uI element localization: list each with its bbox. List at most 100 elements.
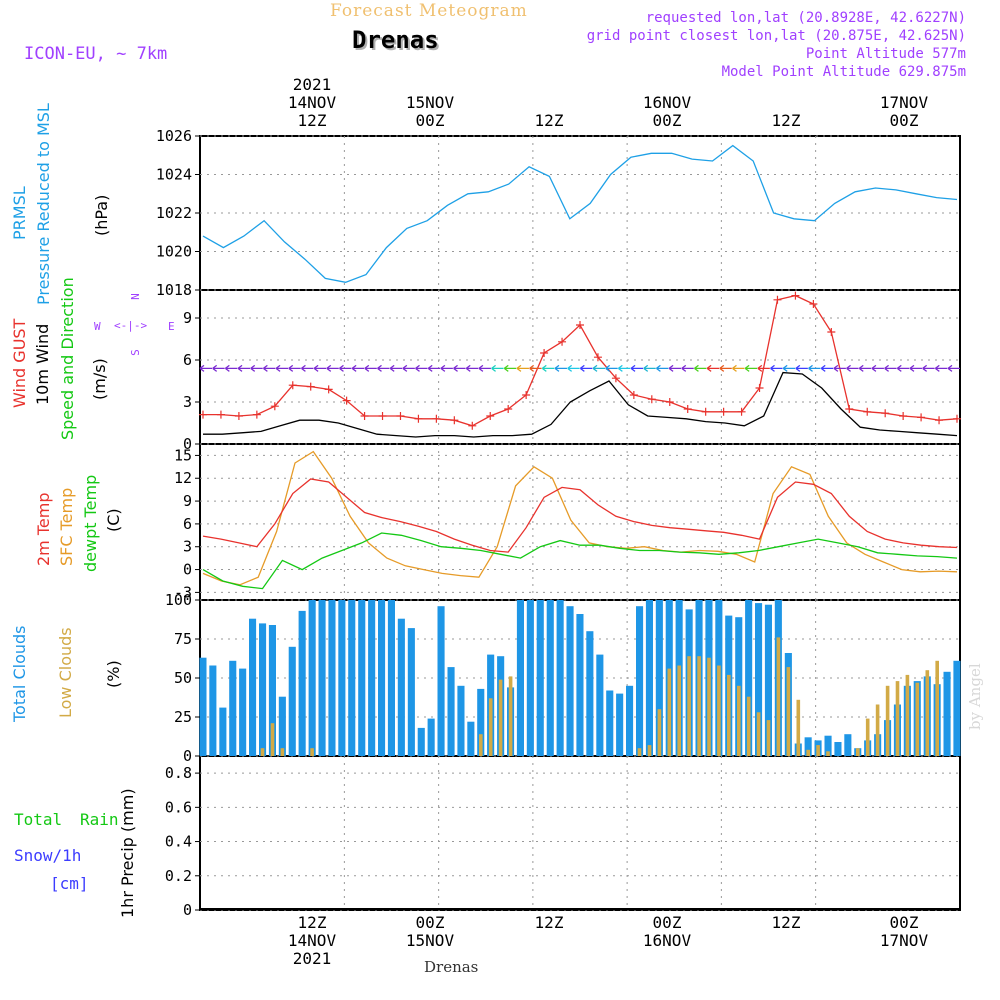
wind-arrow-15: [389, 364, 403, 372]
wind-arrow-41: [719, 364, 732, 372]
wind-arrow-1: [212, 364, 225, 372]
low-cloud-bar-58: [776, 637, 781, 756]
model-label: ICON-EU, ~ 7km: [24, 44, 168, 64]
wind-gust-point-37: [863, 407, 872, 416]
low-cloud-bar-66: [856, 748, 860, 756]
total-cloud-bar-76: [953, 660, 961, 756]
top-hour-00z-17nov: 00Z: [889, 111, 919, 130]
precip-ytick-label-4: 0.8: [165, 764, 192, 782]
wind-arrow-26: [529, 364, 542, 372]
wind-arrow-10: [326, 364, 339, 372]
wind-arrow-52: [858, 364, 872, 372]
total-cloud-bar-24: [437, 606, 445, 756]
low-cloud-bar-48: [677, 665, 681, 756]
chart-title: Forecast Meteogram: [330, 1, 528, 21]
wind-arrow-35: [643, 364, 656, 372]
total-cloud-bar-19: [387, 600, 395, 756]
top-date-16nov: 16NOV: [642, 93, 692, 112]
wind-arrow-24: [503, 364, 517, 372]
wind-arrow-0: [199, 364, 212, 372]
total-cloud-bar-63: [824, 735, 832, 756]
top-date-17nov: 17NOV: [879, 93, 929, 112]
total-cloud-bar-16: [358, 600, 366, 756]
total-cloud-bar-45: [645, 600, 653, 756]
top-hour-12z-14nov: 12Z: [297, 111, 327, 130]
bottom-hour-00z-17nov: 00Z: [889, 913, 919, 932]
wind-ytick-label-0: 0: [183, 435, 192, 453]
clouds-ytick-label-0: 0: [183, 747, 192, 765]
model-point-altitude: Model Point Altitude 629.875m: [721, 64, 966, 80]
total-cloud-bar-15: [348, 600, 356, 756]
low-cloud-bar-57: [766, 720, 771, 756]
wind-gust-point-12: [414, 414, 423, 423]
total-cloud-bar-41: [606, 690, 614, 756]
clouds-ytick-label-3: 75: [174, 630, 192, 648]
wind-arrow-50: [833, 364, 846, 372]
total-cloud-bar-25: [447, 667, 455, 756]
total-cloud-bar-46: [655, 600, 663, 756]
wind-gust-point-18: [522, 391, 531, 399]
top-hour-00z-16nov: 00Z: [652, 111, 682, 130]
total-cloud-bar-18: [378, 600, 386, 756]
total-cloud-bar-34: [536, 600, 544, 756]
wind-gust-point-9: [360, 412, 369, 420]
low-cloud-bar-11: [310, 748, 314, 756]
total-cloud-bar-20: [397, 618, 405, 756]
wind-gust-point-41: [935, 416, 944, 425]
wind-arrow-27: [541, 364, 555, 372]
wind-gust-point-36: [845, 405, 854, 413]
wind-arrow-32: [605, 364, 618, 372]
wind-arrow-16: [402, 364, 415, 372]
bottom-year-label: 2021: [292, 949, 332, 968]
wind-arrow-21: [465, 364, 479, 372]
temp-ytick-label-6: 15: [174, 446, 192, 464]
wind-arrow-40: [706, 364, 720, 372]
total-cloud-bar-3: [229, 660, 237, 756]
temp-ytick-label-4: 9: [183, 492, 192, 510]
wind-arrow-17: [415, 364, 428, 372]
low-cloud-bar-73: [925, 670, 930, 756]
wind-gust-point-33: [791, 291, 800, 300]
wind-gust-point-5: [288, 381, 297, 390]
bottom-hour-00z-16nov: 00Z: [652, 913, 682, 932]
clouds-ytick-label-2: 50: [174, 669, 192, 687]
wind-gust-point-14: [450, 416, 459, 425]
wind-gust-point-8: [342, 396, 351, 405]
low-cloud-bar-8: [280, 748, 285, 756]
wind-arrow-8: [301, 364, 314, 372]
wind-gust-point-11: [396, 412, 405, 420]
wind-arrow-36: [656, 364, 669, 372]
wind-gust-point-16: [486, 412, 495, 420]
precip-ytick-label-2: 0.4: [165, 833, 192, 851]
precip-snow-label: Snow/1h: [14, 846, 82, 865]
station-name: Drenas: [352, 26, 439, 54]
total-cloud-bar-28: [477, 688, 485, 756]
precip-total-label: Total: [14, 810, 63, 829]
wind-arrow-42: [732, 364, 745, 372]
wind-gust-point-22: [593, 353, 602, 362]
wind-gust-point-0: [199, 410, 207, 419]
wind-gust-point-4: [270, 402, 279, 411]
wind-arrow-23: [491, 364, 504, 372]
wind-arrow-44: [757, 364, 770, 372]
wind-arrow-47: [795, 364, 808, 372]
wind-arrow-22: [478, 364, 491, 372]
wind-arrow-46: [782, 364, 796, 372]
low-cloud-bar-55: [746, 696, 751, 756]
temp-ytick-label-3: 6: [183, 515, 192, 533]
total-cloud-bar-14: [338, 600, 346, 756]
low-cloud-bar-28: [479, 734, 483, 756]
wind-arrow-25: [516, 364, 529, 372]
wind-arrow-34: [630, 364, 644, 372]
bottom-date-14nov: 14NOV: [287, 931, 337, 950]
wind-gust-point-1: [216, 410, 225, 419]
wind-gust-point-38: [881, 409, 890, 418]
wind-gust-point-39: [899, 412, 908, 420]
wind-arrow-59: [947, 364, 960, 372]
wind-speed-line: [203, 371, 958, 438]
low-cloud-bar-7: [270, 723, 275, 756]
low-cloud-bar-54: [737, 685, 741, 756]
low-cloud-bar-68: [875, 704, 880, 756]
wind-arrow-53: [871, 364, 884, 372]
total-cloud-bar-65: [844, 734, 852, 756]
